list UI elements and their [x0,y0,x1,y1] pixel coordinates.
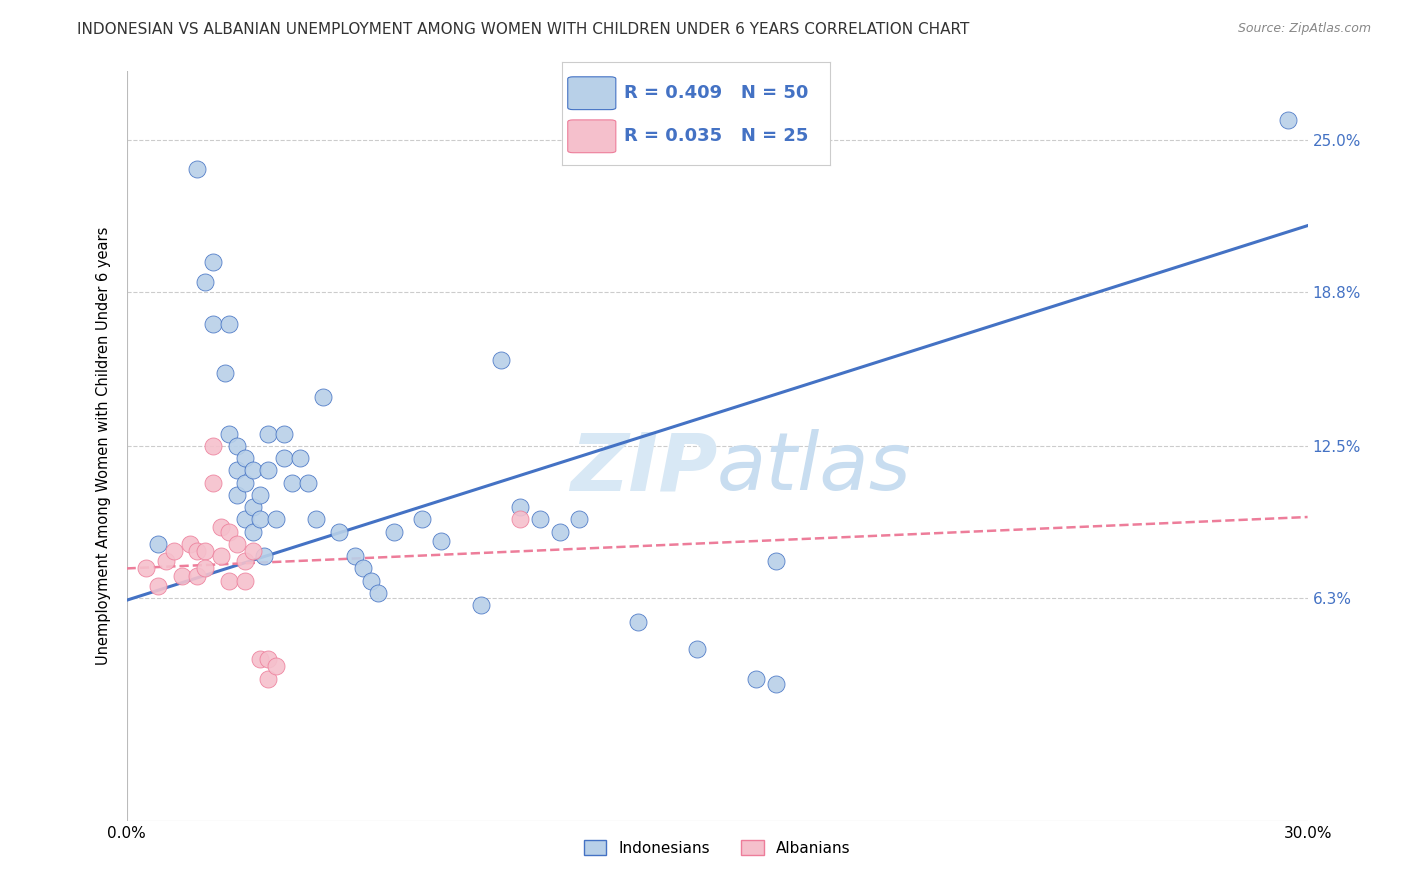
Point [209,549,232,564]
Point [163,544,186,558]
Point [489,353,512,368]
Point [242,544,264,558]
Point [288,451,311,466]
Point [218,426,240,441]
Point [509,512,531,526]
Text: atlas: atlas [717,429,912,508]
Legend: Indonesians, Albanians: Indonesians, Albanians [578,833,856,862]
Point [194,275,217,289]
Point [360,574,382,588]
Text: INDONESIAN VS ALBANIAN UNEMPLOYMENT AMONG WOMEN WITH CHILDREN UNDER 6 YEARS CORR: INDONESIAN VS ALBANIAN UNEMPLOYMENT AMON… [77,22,970,37]
Point [155,554,177,568]
Point [233,475,256,490]
Point [186,568,208,582]
Point [242,500,264,515]
Point [352,561,374,575]
Point [281,475,304,490]
Point [1277,113,1299,128]
Point [548,524,571,539]
Point [233,512,256,526]
Point [509,500,531,515]
Point [186,162,208,177]
Point [297,475,319,490]
Point [233,554,256,568]
Point [186,544,208,558]
Point [257,672,280,686]
Point [343,549,366,564]
Point [249,652,271,666]
Point [233,574,256,588]
Point [367,586,389,600]
Point [765,554,787,568]
Point [382,524,405,539]
Text: ZIP: ZIP [569,429,717,508]
Point [249,512,271,526]
Point [264,512,287,526]
Point [218,317,240,331]
Point [146,537,169,551]
Point [202,255,225,269]
Point [214,366,236,380]
Point [686,642,709,657]
Point [179,537,201,551]
Point [411,512,433,526]
Point [470,598,492,612]
Point [233,451,256,466]
Point [257,463,280,477]
Point [242,524,264,539]
Point [225,439,247,453]
Point [202,317,225,331]
Point [529,512,551,526]
Point [225,463,247,477]
Text: R = 0.035   N = 25: R = 0.035 N = 25 [624,128,808,145]
Text: R = 0.409   N = 50: R = 0.409 N = 50 [624,84,808,103]
Point [257,652,280,666]
Point [194,561,217,575]
Point [209,520,232,534]
Point [568,512,591,526]
Point [135,561,157,575]
Point [273,426,295,441]
Point [249,488,271,502]
Point [312,390,335,404]
Point [257,426,280,441]
Text: Source: ZipAtlas.com: Source: ZipAtlas.com [1237,22,1371,36]
Point [745,672,768,686]
Point [202,475,225,490]
Point [430,534,453,549]
Point [328,524,350,539]
Point [170,568,193,582]
FancyBboxPatch shape [568,120,616,153]
Point [304,512,326,526]
Point [627,615,650,630]
Point [202,439,225,453]
FancyBboxPatch shape [568,77,616,110]
Point [225,537,247,551]
Point [146,578,169,592]
Point [273,451,295,466]
Point [218,524,240,539]
Point [264,659,287,673]
Point [194,544,217,558]
Point [765,676,787,690]
Y-axis label: Unemployment Among Women with Children Under 6 years: Unemployment Among Women with Children U… [96,227,111,665]
Point [253,549,276,564]
Point [218,574,240,588]
Point [242,463,264,477]
Point [225,488,247,502]
